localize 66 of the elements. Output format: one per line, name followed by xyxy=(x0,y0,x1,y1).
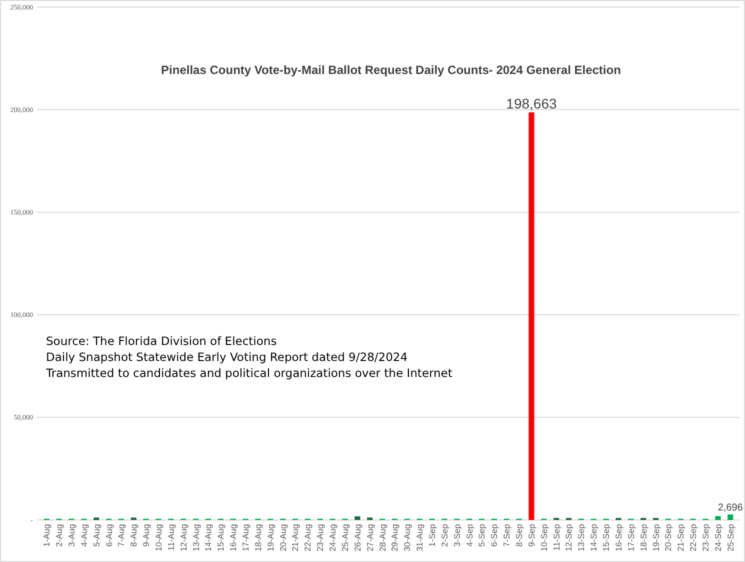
x-tick-label: 4-Aug xyxy=(78,524,89,547)
x-tick-label: 11-Sep xyxy=(551,524,562,551)
x-tick-label: 7-Aug xyxy=(116,524,126,547)
x-tick-label: 9-Aug xyxy=(141,524,152,547)
data-label: 2,696 xyxy=(718,502,744,514)
x-tick-label: 17-Aug xyxy=(240,524,251,552)
x-tick-label: 20-Sep xyxy=(663,524,674,552)
x-tick-label: 6-Aug xyxy=(104,524,114,547)
x-tick-label: 5-Aug xyxy=(91,524,102,547)
x-tick-label: 20-Aug xyxy=(278,524,288,552)
x-tick-label: 9-Sep xyxy=(526,524,536,547)
x-tick-label: 14-Sep xyxy=(588,524,599,552)
x-tick-label: 12-Aug xyxy=(178,524,188,552)
x-tick-label: 22-Aug xyxy=(302,524,313,552)
annotation: Daily Snapshot Statewide Early Voting Report dated 9/28/2024 xyxy=(46,350,408,364)
x-tick-label: 24-Sep xyxy=(712,524,723,552)
x-tick-label: 16-Sep xyxy=(613,524,624,552)
x-tick-label: 14-Aug xyxy=(203,524,214,552)
x-tick-label: 13-Aug xyxy=(190,524,201,552)
x-tick-label: 12-Sep xyxy=(564,524,574,552)
bar xyxy=(354,516,360,520)
x-tick-label: 23-Aug xyxy=(315,524,326,552)
x-tick-label: 18-Aug xyxy=(252,524,263,552)
x-tick-label: 27-Aug xyxy=(364,524,375,552)
x-tick-label: 7-Sep xyxy=(502,524,512,547)
x-tick-label: 1-Sep xyxy=(426,524,437,547)
data-label: 198,663 xyxy=(506,95,557,112)
x-tick-label: 2-Sep xyxy=(439,524,450,547)
x-tick-label: 3-Aug xyxy=(66,524,76,547)
bar xyxy=(728,514,734,520)
x-tick-label: 28-Aug xyxy=(377,524,388,552)
x-tick-label: 26-Aug xyxy=(352,524,362,552)
x-tick-label: 24-Aug xyxy=(328,524,338,552)
x-tick-label: 30-Aug xyxy=(402,524,412,552)
x-tick-label: 15-Aug xyxy=(216,524,226,552)
x-tick-label: 13-Sep xyxy=(576,524,586,552)
x-tick-label: 23-Sep xyxy=(700,524,710,552)
x-tick-label: 8-Aug xyxy=(128,524,139,547)
x-tick-label: 10-Aug xyxy=(153,524,164,552)
x-tick-label: 25-Aug xyxy=(340,524,350,552)
x-tick-label: 11-Aug xyxy=(166,524,176,551)
x-tick-label: 21-Sep xyxy=(676,524,686,552)
x-tick-label: 10-Sep xyxy=(538,524,549,552)
bar xyxy=(715,516,721,520)
x-tick-label: 18-Sep xyxy=(638,524,648,552)
x-tick-label: 21-Aug xyxy=(290,524,300,552)
x-tick-label: 8-Sep xyxy=(514,524,524,547)
x-tick-label: 15-Sep xyxy=(601,524,612,552)
x-tick-label: 29-Aug xyxy=(390,524,400,552)
x-tick-label: 3-Sep xyxy=(452,524,462,547)
x-tick-label: 22-Sep xyxy=(688,524,698,552)
x-tick-label: 4-Sep xyxy=(464,524,474,547)
x-tick-label: 5-Sep xyxy=(476,524,487,547)
x-tick-label: 31-Aug xyxy=(414,524,425,552)
x-tick-label: 1-Aug xyxy=(42,524,52,547)
annotation: Source: The Florida Division of Elections xyxy=(46,334,277,348)
x-tick-label: 17-Sep xyxy=(626,524,636,552)
x-tick-label: 16-Aug xyxy=(228,524,238,552)
x-tick-label: 25-Sep xyxy=(725,524,736,552)
text: Pinellas County Vote-by-Mail Ballot Request Daily Counts- 2024 General Election xyxy=(161,63,621,77)
annotation: Transmitted to candidates and political organizations over the Internet xyxy=(45,366,453,380)
x-tick-label: 19-Aug xyxy=(265,524,276,552)
x-tick-label: 6-Sep xyxy=(489,524,500,547)
x-tick-label: 19-Sep xyxy=(650,524,661,552)
bar xyxy=(528,112,534,520)
x-tick-label: 2-Aug xyxy=(54,524,64,547)
